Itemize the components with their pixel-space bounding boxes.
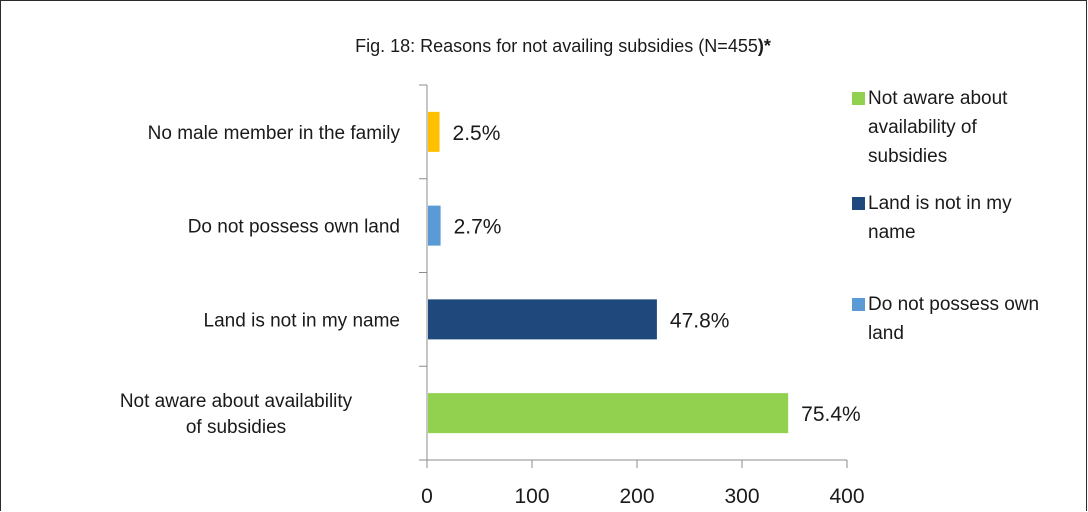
chart-title: Fig. 18: Reasons for not availing subsid… bbox=[355, 36, 771, 56]
data-label: 2.7% bbox=[454, 216, 502, 239]
bar bbox=[428, 205, 441, 246]
category-label: Land is not in my name bbox=[204, 310, 400, 331]
bar bbox=[428, 299, 657, 340]
x-tick-label: 0 bbox=[421, 485, 433, 508]
category-label: No male member in the family bbox=[148, 123, 401, 144]
x-tick-label: 300 bbox=[724, 485, 759, 508]
legend-label: Land is not in my name bbox=[868, 193, 1012, 243]
category-label: Not aware about availability of subsidies bbox=[120, 391, 353, 438]
x-tick-label: 100 bbox=[514, 485, 549, 508]
bar bbox=[428, 393, 789, 434]
legend-swatch bbox=[852, 197, 865, 210]
x-tick-label: 200 bbox=[619, 485, 654, 508]
legend-swatch bbox=[852, 298, 865, 311]
bars: No male member in the family 2.5% Do not p… bbox=[120, 111, 861, 438]
x-tick-label: 400 bbox=[829, 485, 864, 508]
legend-label: Do not possess own land bbox=[868, 294, 1039, 344]
legend-swatch bbox=[852, 92, 865, 105]
category-label: Do not possess own land bbox=[188, 217, 400, 238]
bar bbox=[428, 111, 440, 152]
legend: Not aware about availability of subsidies L… bbox=[852, 88, 1039, 344]
axes: 0 100 200 300 400 bbox=[419, 84, 865, 508]
data-label: 2.5% bbox=[453, 122, 501, 145]
data-label: 47.8% bbox=[670, 309, 730, 332]
legend-label: Not aware about availability of subsidies bbox=[868, 88, 1008, 167]
data-label: 75.4% bbox=[801, 403, 861, 426]
